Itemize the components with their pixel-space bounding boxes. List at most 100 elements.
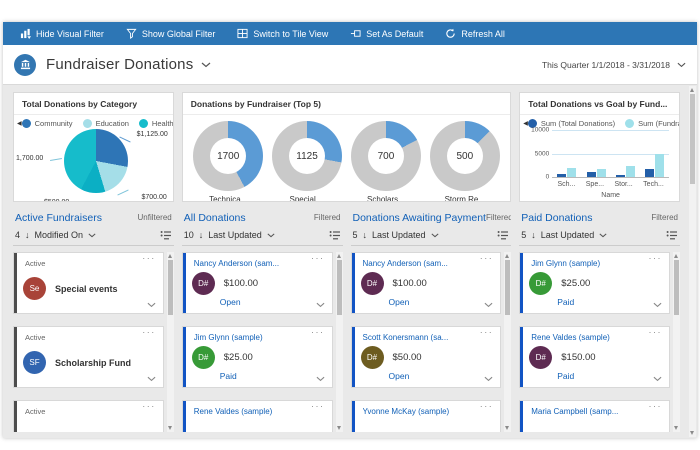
record-link[interactable]: Rene Valdes (sample) (193, 407, 273, 416)
more-options-button[interactable]: ··· (311, 327, 325, 337)
expand-chevron-icon[interactable] (316, 376, 325, 382)
switch-to-tile-view-button[interactable]: Switch to Tile View (226, 22, 339, 45)
expand-chevron-icon[interactable] (653, 302, 662, 308)
status-link[interactable]: Paid (557, 371, 575, 381)
show-global-filter-button[interactable]: Show Global Filter (115, 22, 227, 45)
donation-card[interactable]: Nancy Anderson (sam... ··· D# $100.00 Op… (181, 252, 333, 314)
more-options-button[interactable]: ··· (479, 253, 494, 263)
sort-chevron-icon[interactable] (88, 233, 96, 238)
donation-card[interactable]: Jim Glynn (sample) ··· D# $25.00 Paid (519, 252, 670, 314)
sort-descending-icon[interactable]: ↓ (362, 230, 368, 240)
donation-card[interactable]: Rene Valdes (sample) ··· (181, 400, 333, 432)
expand-chevron-icon[interactable] (484, 302, 493, 308)
more-options-button[interactable]: ··· (479, 401, 494, 411)
fundraiser-card[interactable]: Active ··· SF Scholarship Fund (13, 326, 164, 388)
page-title: Fundraiser Donations (46, 56, 194, 73)
sort-chevron-icon[interactable] (599, 233, 607, 238)
list-scrollbar[interactable] (673, 252, 680, 432)
pie-graphic[interactable] (64, 129, 128, 193)
donut-chart[interactable]: 1125 (272, 121, 343, 191)
expand-chevron-icon[interactable] (653, 376, 662, 382)
expand-chevron-icon[interactable] (484, 376, 493, 382)
donut-chart[interactable]: 500 (429, 121, 500, 191)
sort-field-label[interactable]: Last Updated (540, 230, 595, 240)
list-scrollbar[interactable] (504, 252, 512, 432)
fundraiser-card[interactable]: Active ··· (13, 400, 164, 432)
donation-card[interactable]: Maria Campbell (samp... ··· (519, 400, 670, 432)
list-title[interactable]: Active Fundraisers (15, 211, 102, 224)
expand-chevron-icon[interactable] (147, 302, 156, 308)
more-options-button[interactable]: ··· (311, 253, 325, 263)
more-options-button[interactable]: ··· (142, 327, 156, 337)
list-title[interactable]: Paid Donations (521, 211, 593, 224)
dashboard-scrollbar[interactable] (689, 86, 696, 437)
record-link[interactable]: Maria Campbell (samp... (531, 407, 619, 416)
status-link[interactable]: Paid (557, 297, 575, 307)
view-selector-icon[interactable] (160, 230, 172, 240)
sort-chevron-icon[interactable] (431, 233, 439, 238)
donut-chart[interactable]: 1700 (193, 121, 264, 191)
record-link[interactable]: Yvonne McKay (sample) (362, 407, 450, 416)
more-options-button[interactable]: ··· (648, 401, 662, 411)
bar[interactable] (567, 167, 577, 177)
view-selector-icon[interactable] (497, 230, 509, 240)
set-as-default-button[interactable]: Set As Default (339, 22, 434, 45)
status-link[interactable]: Open (388, 371, 410, 381)
sort-descending-icon[interactable]: ↓ (25, 230, 30, 240)
fundraiser-card[interactable]: Active ··· Se Special events (13, 252, 164, 314)
bar[interactable] (615, 174, 625, 177)
sort-field-label[interactable]: Last Updated (372, 230, 426, 240)
donation-card[interactable]: Scott Konersmann (sa... ··· D# $50.00 Op… (350, 326, 502, 388)
more-options-button[interactable]: ··· (648, 327, 662, 337)
status-link[interactable]: Open (219, 297, 241, 307)
legend-scroll-left-icon[interactable]: ◀ (523, 121, 528, 127)
donation-card[interactable]: Yvonne McKay (sample) ··· (350, 400, 502, 432)
legend-scroll-left-icon[interactable]: ◀ (17, 121, 22, 127)
record-link[interactable]: Jim Glynn (sample) (193, 333, 263, 342)
record-link[interactable]: Jim Glynn (sample) (531, 259, 601, 268)
more-options-button[interactable]: ··· (142, 253, 156, 263)
sort-field-label[interactable]: Modified On (34, 230, 84, 240)
expand-chevron-icon[interactable] (316, 302, 325, 308)
donation-card[interactable]: Jim Glynn (sample) ··· D# $25.00 Paid (181, 326, 333, 388)
view-selector-icon[interactable] (666, 230, 678, 240)
list-title[interactable]: Donations Awaiting Payment (352, 211, 486, 224)
pin-icon (351, 30, 361, 37)
time-range-filter[interactable]: This Quarter 1/1/2018 - 3/31/2018 (542, 60, 686, 70)
bar[interactable] (586, 171, 596, 177)
record-link[interactable]: Nancy Anderson (sam... (193, 259, 280, 268)
bar[interactable] (625, 165, 635, 177)
donation-card[interactable]: Nancy Anderson (sam... ··· D# $100.00 Op… (350, 252, 502, 314)
donation-card[interactable]: Rene Valdes (sample) ··· D# $150.00 Paid (519, 326, 670, 388)
filter-state-label: Unfiltered (137, 213, 172, 222)
list-title[interactable]: All Donations (183, 211, 246, 224)
status-link[interactable]: Paid (219, 371, 237, 381)
status-link[interactable]: Open (388, 297, 410, 307)
record-link[interactable]: Scott Konersmann (sa... (362, 333, 449, 342)
sort-chevron-icon[interactable] (267, 233, 275, 238)
refresh-all-button[interactable]: Refresh All (434, 22, 516, 45)
list-scrollbar[interactable] (166, 252, 174, 432)
record-link[interactable]: Nancy Anderson (sam... (362, 259, 448, 268)
more-options-button[interactable]: ··· (648, 253, 662, 263)
donut-chart[interactable]: 700 (350, 121, 421, 191)
card-stripe (14, 253, 17, 313)
dashboard-selector-chevron-icon[interactable] (201, 62, 211, 68)
bar[interactable] (596, 169, 606, 177)
sort-field-label[interactable]: Last Updated (208, 230, 262, 240)
expand-chevron-icon[interactable] (147, 376, 156, 382)
record-link[interactable]: Rene Valdes (sample) (531, 333, 610, 342)
more-options-button[interactable]: ··· (479, 327, 494, 337)
sort-descending-icon[interactable]: ↓ (531, 230, 536, 240)
more-options-button[interactable]: ··· (311, 401, 325, 411)
legend-label: Education (95, 119, 129, 128)
bar[interactable] (654, 153, 664, 177)
list-scrollbar[interactable] (335, 252, 343, 432)
view-selector-icon[interactable] (329, 230, 341, 240)
more-options-button[interactable]: ··· (142, 401, 156, 411)
bar[interactable] (644, 169, 654, 177)
bar[interactable] (557, 173, 567, 177)
sort-descending-icon[interactable]: ↓ (198, 230, 204, 240)
hide-visual-filter-button[interactable]: Hide Visual Filter (9, 22, 115, 45)
donut-value: 1125 (296, 150, 318, 162)
